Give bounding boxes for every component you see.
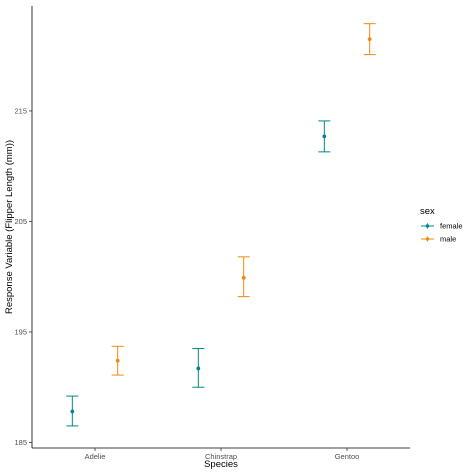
- legend-item-male: male: [421, 235, 456, 244]
- error-bar-female: [318, 120, 331, 153]
- x-ticks: Adelie Chinstrap Gentoo: [85, 448, 360, 461]
- legend-label: male: [440, 235, 456, 244]
- data-point-male: [115, 358, 120, 363]
- x-axis-title: Species: [204, 459, 238, 470]
- data-point-male: [241, 275, 246, 280]
- y-tick-label: 205: [14, 217, 27, 226]
- plot-marks: [66, 23, 376, 427]
- data-point-male: [367, 37, 372, 42]
- legend-key-point: [425, 224, 430, 228]
- x-tick-label: Adelie: [85, 452, 106, 461]
- y-ticks: 185 195 205 215: [14, 107, 32, 447]
- error-bar-male: [363, 23, 376, 56]
- y-tick-label: 195: [14, 328, 27, 337]
- x-tick-label: Chinstrap: [205, 452, 237, 461]
- legend-key-point: [425, 237, 430, 241]
- error-bar-male: [111, 345, 124, 376]
- y-axis-title: Response Variable (Flipper Length (mm)): [4, 140, 15, 314]
- data-point-female: [196, 366, 201, 371]
- legend-title: sex: [420, 206, 435, 217]
- data-point-female: [70, 409, 75, 414]
- y-tick-label: 215: [14, 107, 27, 116]
- legend-label: female: [440, 222, 463, 231]
- error-bar-male: [237, 256, 250, 298]
- data-point-female: [322, 134, 327, 139]
- x-tick-label: Gentoo: [335, 452, 360, 461]
- error-bar-female: [192, 348, 205, 388]
- y-tick-label: 185: [14, 438, 27, 447]
- legend-item-female: female: [421, 222, 463, 231]
- axes: [31, 6, 410, 449]
- legend: sex female male: [420, 206, 463, 244]
- error-bar-female: [66, 395, 79, 427]
